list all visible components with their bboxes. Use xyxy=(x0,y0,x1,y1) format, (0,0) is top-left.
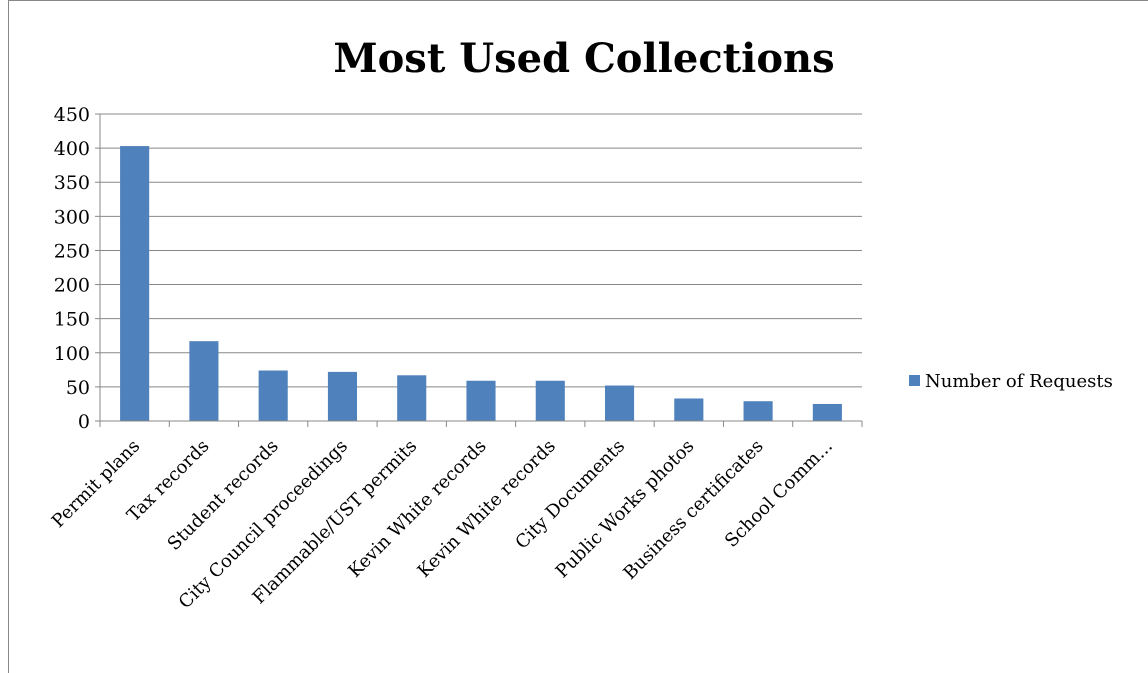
bar xyxy=(189,341,219,421)
legend-label: Number of Requests xyxy=(925,371,1113,392)
chart-title: Most Used Collections xyxy=(333,35,834,82)
y-tick-label: 100 xyxy=(54,343,90,365)
y-tick-label: 250 xyxy=(54,240,90,262)
bar xyxy=(327,371,358,421)
bar xyxy=(604,385,635,421)
legend: Number of Requests xyxy=(909,371,1113,392)
bar xyxy=(466,380,496,421)
x-category-label: Kevin White records xyxy=(344,436,490,582)
y-tick-label: 300 xyxy=(54,206,90,228)
y-tick-label: 450 xyxy=(54,104,90,126)
bar xyxy=(812,403,842,421)
y-tick-labels: 0 50 100 150 200 250 300 350 400 450 xyxy=(54,104,90,433)
bar xyxy=(674,398,704,421)
x-category-label: Kevin White records xyxy=(414,436,560,582)
bar xyxy=(535,380,565,421)
legend-swatch xyxy=(909,375,920,386)
bars xyxy=(120,146,842,421)
bar xyxy=(258,370,288,421)
bar xyxy=(120,146,150,421)
x-category-label: Business certificates xyxy=(619,436,767,584)
axes xyxy=(95,113,863,427)
y-tick-label: 150 xyxy=(54,309,90,331)
chart-frame xyxy=(8,0,1148,673)
bar xyxy=(743,401,773,421)
x-category-label: Public Works photos xyxy=(552,436,699,583)
y-tick-label: 0 xyxy=(78,411,90,433)
y-tick-label: 400 xyxy=(54,138,90,160)
bar xyxy=(397,375,427,421)
y-tick-label: 200 xyxy=(54,275,90,297)
y-tick-label: 50 xyxy=(66,377,90,399)
y-tick-label: 350 xyxy=(54,172,90,194)
